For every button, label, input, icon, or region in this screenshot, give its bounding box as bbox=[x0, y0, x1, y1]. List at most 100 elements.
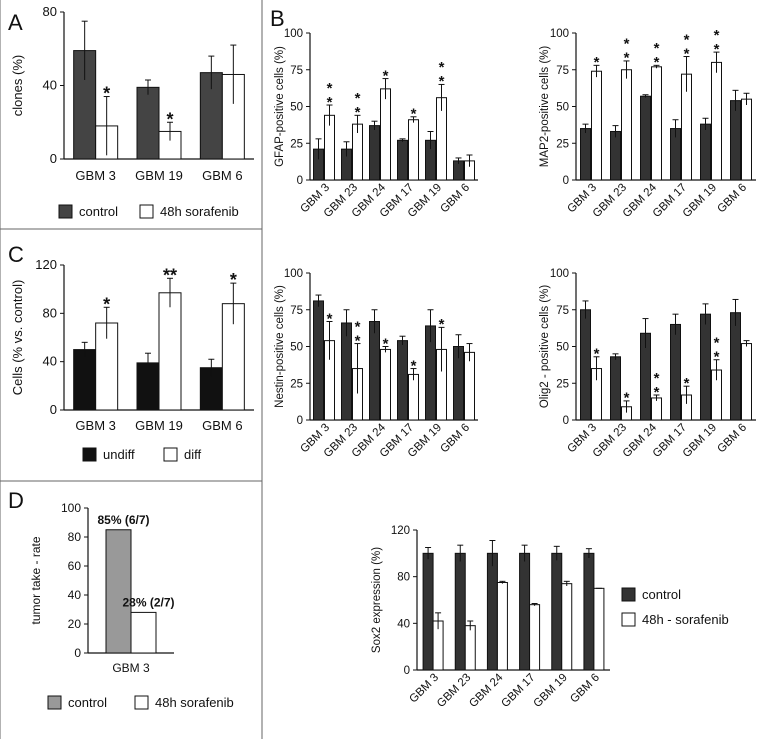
y-tick-label-b1: 75 bbox=[290, 65, 303, 77]
significance-star-b4: * bbox=[654, 370, 660, 387]
significance-star-b2: * bbox=[654, 54, 660, 71]
y-tick-label-e: 80 bbox=[397, 572, 410, 584]
bar-e bbox=[496, 582, 508, 671]
legend-a-sorafenib-label: 48h sorafenib bbox=[160, 204, 239, 219]
bar-b1 bbox=[397, 139, 408, 181]
y-tick-label-c: 80 bbox=[43, 305, 57, 320]
y-axis-label-d: tumor take - rate bbox=[29, 536, 43, 624]
bar-b2 bbox=[621, 69, 632, 181]
y-tick-label-e: 120 bbox=[391, 525, 410, 537]
legend-c-undiff-swatch bbox=[82, 447, 97, 462]
category-label-b1: GBM 6 bbox=[438, 182, 472, 216]
category-label-e: GBM 17 bbox=[499, 672, 537, 710]
y-tick-label-b3: 75 bbox=[290, 305, 303, 317]
bar-d bbox=[105, 529, 132, 654]
significance-star-b4: * bbox=[624, 390, 630, 407]
bar-b4 bbox=[730, 312, 741, 421]
significance-star-b1: * bbox=[383, 67, 389, 84]
y-tick-label-b4: 100 bbox=[550, 268, 569, 280]
category-label-b2: GBM 19 bbox=[681, 182, 719, 220]
legend-c-diff-label: diff bbox=[184, 447, 201, 462]
significance-star-b3: * bbox=[439, 316, 445, 333]
legend-c-undiff-label: undiff bbox=[103, 447, 135, 462]
significance-star-c: * bbox=[230, 270, 237, 290]
significance-star-b1: * bbox=[355, 90, 361, 107]
panel-letter-c: C bbox=[8, 242, 24, 267]
y-axis-label-a: clones (%) bbox=[10, 55, 25, 116]
bar-b2 bbox=[580, 128, 591, 181]
y-tick-label-e: 40 bbox=[397, 618, 410, 630]
y-axis-label-b3: Nestin-positive cells (%) bbox=[274, 285, 286, 408]
panel-letter-b: B bbox=[270, 6, 285, 31]
bar-b1 bbox=[369, 125, 380, 181]
bar-d bbox=[130, 611, 157, 654]
category-label-d: GBM 3 bbox=[112, 661, 150, 675]
bar-b4 bbox=[610, 356, 621, 421]
category-label-c: GBM 6 bbox=[202, 418, 242, 433]
category-label-b3: GBM 6 bbox=[438, 422, 472, 456]
y-tick-label-d: 80 bbox=[68, 530, 82, 544]
significance-star-b3: * bbox=[411, 357, 417, 374]
y-tick-label-b3: 50 bbox=[290, 342, 303, 354]
significance-star-b2: * bbox=[624, 36, 630, 53]
bar-b3 bbox=[341, 322, 352, 421]
significance-star-b2: * bbox=[684, 45, 690, 62]
bar-b4 bbox=[651, 397, 662, 421]
bar-b2 bbox=[700, 123, 711, 181]
category-label-c: GBM 3 bbox=[75, 418, 115, 433]
y-tick-label-a: 40 bbox=[43, 78, 57, 93]
y-tick-label-d: 20 bbox=[68, 617, 82, 631]
y-tick-label-b1: 25 bbox=[290, 138, 303, 150]
legend-c-diff-swatch bbox=[163, 447, 178, 462]
y-tick-label-b1: 50 bbox=[290, 102, 303, 114]
bar-b4 bbox=[670, 323, 681, 421]
y-tick-label-b4: 0 bbox=[563, 415, 569, 427]
category-label-a: GBM 6 bbox=[202, 168, 242, 183]
significance-star-b3: * bbox=[383, 335, 389, 352]
significance-star-b3: * bbox=[355, 332, 361, 349]
legend-a-control-swatch bbox=[58, 204, 73, 219]
significance-star-b2: * bbox=[714, 27, 720, 44]
y-tick-label-b4: 25 bbox=[556, 378, 569, 390]
y-axis-label-b2: MAP2-positive cells (%) bbox=[539, 46, 551, 168]
bar-e bbox=[519, 552, 531, 671]
significance-star-b4: * bbox=[684, 375, 690, 392]
y-tick-label-b4: 75 bbox=[556, 305, 569, 317]
legend-e-sorafenib-swatch bbox=[621, 612, 636, 627]
bar-b3 bbox=[464, 351, 475, 421]
chart-b4: 0 25 50 75 100 Olig2 - positive cells (%) GBM … bbox=[539, 268, 756, 460]
bar-b2 bbox=[741, 98, 752, 181]
bar-b2 bbox=[591, 70, 602, 181]
significance-star-c: * bbox=[103, 294, 110, 314]
category-label-b2: GBM 6 bbox=[715, 182, 749, 216]
y-tick-label-b1: 0 bbox=[297, 175, 303, 187]
y-tick-label-c: 120 bbox=[35, 257, 57, 272]
y-tick-label-d: 0 bbox=[74, 646, 81, 660]
bar-a bbox=[136, 86, 160, 160]
significance-star-a: * bbox=[166, 109, 173, 129]
y-tick-label-a: 0 bbox=[50, 151, 57, 166]
significance-star-b1: * bbox=[327, 80, 333, 97]
category-label-c: GBM 19 bbox=[135, 418, 183, 433]
bar-e bbox=[583, 552, 595, 671]
legend-e-control-label: control bbox=[642, 587, 681, 602]
chart-d: 0 20 40 60 80 100 tumor take - rate 85% (6/7) 28… bbox=[29, 501, 175, 675]
significance-star-c: ** bbox=[163, 265, 177, 285]
significance-star-b1: * bbox=[411, 106, 417, 123]
category-label-e: GBM 19 bbox=[532, 672, 570, 710]
y-tick-label-e: 0 bbox=[404, 665, 410, 677]
significance-star-a: * bbox=[103, 84, 110, 104]
significance-star-b1: * bbox=[439, 59, 445, 76]
chart-a: 0 40 80 clones (%) GBM 3 GBM 19 GBM 6 * * bbox=[10, 4, 254, 183]
legend-d-control-label: control bbox=[68, 695, 107, 710]
y-tick-label-b1: 100 bbox=[284, 28, 303, 40]
significance-star-b2: * bbox=[684, 31, 690, 48]
bar-e bbox=[486, 552, 498, 671]
bar-b4 bbox=[700, 313, 711, 421]
bar-e bbox=[464, 625, 476, 671]
y-axis-label-b4: Olig2 - positive cells (%) bbox=[539, 285, 551, 409]
